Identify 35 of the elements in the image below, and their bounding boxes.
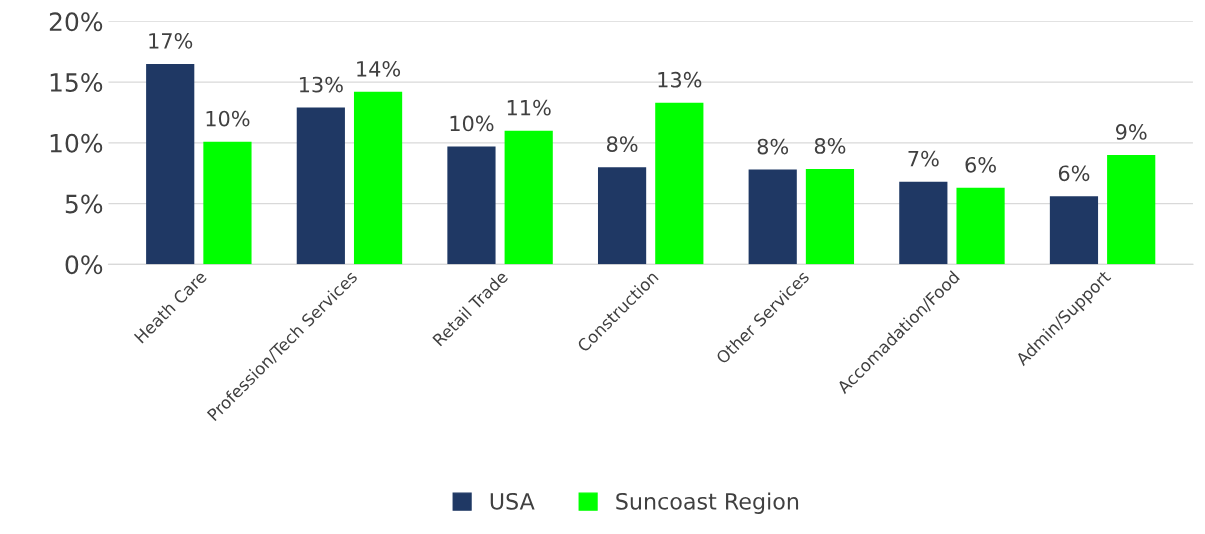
bar [956,187,1005,265]
y-tick-label: 5% [65,194,103,214]
bar [597,167,647,265]
legend-label: Suncoast Region [616,492,799,514]
bar [1107,154,1156,265]
bar [146,63,195,265]
data-label: 8% [814,138,846,154]
legend-label: USA [490,492,535,510]
data-label: 17% [149,32,193,49]
y-tick-label: 20% [49,12,103,32]
data-label: 14% [357,60,401,77]
bar [1049,196,1099,265]
data-label: 9% [1115,124,1147,140]
data-label: 8% [606,136,638,152]
data-label: 11% [507,99,551,116]
data-label: 8% [757,138,789,155]
bar [805,168,855,265]
data-label: 6% [1058,165,1090,182]
y-tick-label: 15% [50,73,103,92]
bar [447,146,496,265]
bar [655,102,704,265]
y-tick-label: 0% [65,255,103,275]
bar [296,107,345,265]
data-label: 6% [965,156,996,173]
data-label: 10% [206,110,250,127]
bar [203,141,252,265]
bar [353,91,403,265]
bar [748,169,797,265]
data-label: 10% [450,115,494,132]
data-label: 7% [908,150,939,167]
data-label: 13% [658,71,702,88]
bar [899,181,948,265]
y-tick-label: 10% [50,133,103,153]
bar [504,130,553,265]
data-label: 13% [299,76,343,93]
